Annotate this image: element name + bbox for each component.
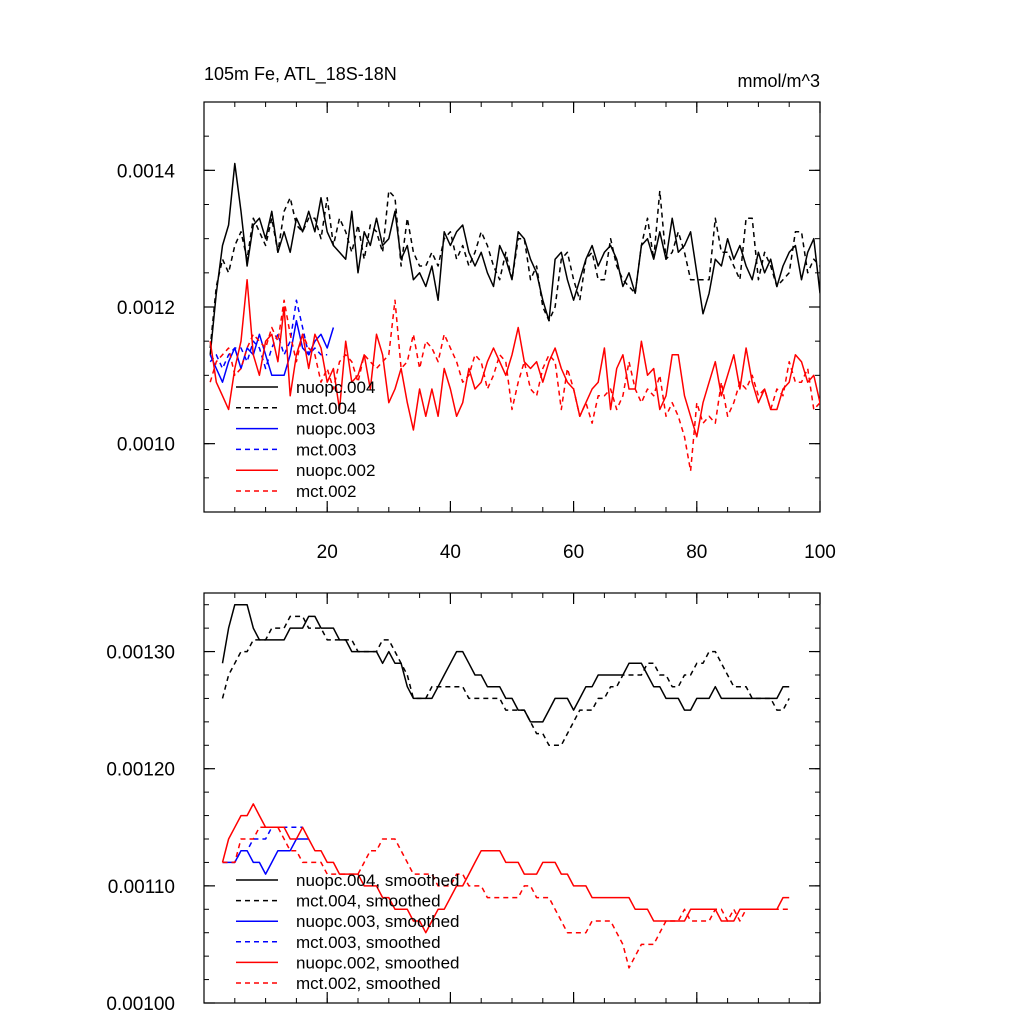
legend-label: nuopc.002 <box>296 461 375 480</box>
chart-title: 105m Fe, ATL_18S-18N <box>204 64 397 85</box>
x-tick-label: 80 <box>686 542 707 563</box>
legend-label: nuopc.003 <box>296 420 375 439</box>
legend-label: mct.003 <box>296 440 356 459</box>
legend-label: nuopc.004, smoothed <box>296 871 460 890</box>
series-line-mct-004 <box>209 190 820 349</box>
series-line-nuopc-003 <box>209 319 335 383</box>
x-tick-label: 100 <box>804 542 836 563</box>
y-tick-label: 0.00110 <box>108 877 175 898</box>
series-line-mct-002-smoothed <box>222 826 790 969</box>
series-line-nuopc-002 <box>209 278 820 438</box>
series-line-mct-003 <box>209 299 328 370</box>
series-line-nuopc-003-smoothed <box>222 838 309 875</box>
series-group <box>221 603 790 969</box>
units-label: mmol/m^3 <box>738 71 820 91</box>
x-tick-label: 40 <box>440 542 461 563</box>
legend-label: mct.002 <box>296 482 356 501</box>
y-tick-label: 0.0010 <box>117 435 175 456</box>
y-tick-label: 0.00100 <box>106 994 175 1015</box>
top-panel: 105m Fe, ATL_18S-18N mmol/m^3 20 40 60 80 100 0… <box>117 64 836 563</box>
y-tick-label: 0.0014 <box>117 161 176 182</box>
series-line-mct-002 <box>209 299 820 472</box>
legend-label: nuopc.003, smoothed <box>296 912 460 931</box>
x-tick-label: 20 <box>317 542 338 563</box>
y-tick-label: 0.00120 <box>106 760 175 781</box>
series-group <box>209 162 820 472</box>
series-line-nuopc-002-smoothed <box>221 803 790 934</box>
bottom-panel: 0.00100 0.00110 0.00120 0.00130 nuopc.004, s… <box>106 592 821 1015</box>
x-tick-label: 60 <box>563 542 584 563</box>
y-tick-label: 0.0012 <box>117 298 175 319</box>
legend-label: nuopc.002, smoothed <box>296 953 460 972</box>
y-tick-label: 0.00130 <box>106 643 175 664</box>
series-line-nuopc-004-smoothed <box>221 603 790 723</box>
legend-label: nuopc.004 <box>296 378 375 397</box>
legend-label: mct.003, smoothed <box>296 933 441 952</box>
series-line-mct-004-smoothed <box>221 615 790 747</box>
series-line-mct-003-smoothed <box>222 826 303 864</box>
legend-label: mct.004, smoothed <box>296 892 441 911</box>
legend-label: mct.004 <box>296 399 356 418</box>
legend-label: mct.002, smoothed <box>296 974 441 993</box>
